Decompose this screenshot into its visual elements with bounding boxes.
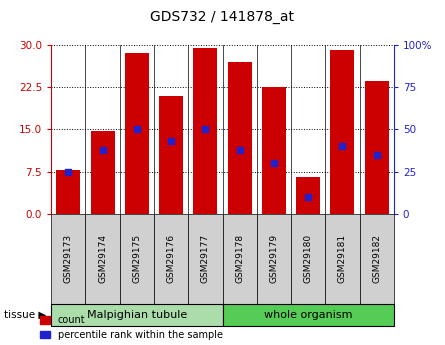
Text: Malpighian tubule: Malpighian tubule xyxy=(87,310,187,320)
Bar xyxy=(57,170,80,214)
Bar xyxy=(296,177,320,214)
Bar xyxy=(222,214,257,304)
Bar xyxy=(222,304,394,326)
Bar xyxy=(85,214,120,304)
Point xyxy=(305,194,312,200)
Point xyxy=(373,152,380,157)
Legend: count, percentile rank within the sample: count, percentile rank within the sample xyxy=(40,315,223,340)
Bar xyxy=(154,214,188,304)
Text: GDS732 / 141878_at: GDS732 / 141878_at xyxy=(150,10,295,24)
Bar xyxy=(331,50,354,214)
Bar xyxy=(291,214,325,304)
Bar xyxy=(325,214,360,304)
Bar xyxy=(91,130,114,214)
Bar xyxy=(188,214,222,304)
Point xyxy=(339,144,346,149)
Text: GSM29176: GSM29176 xyxy=(166,234,176,283)
Text: tissue ▶: tissue ▶ xyxy=(4,310,47,320)
Point xyxy=(236,147,243,152)
Text: GSM29175: GSM29175 xyxy=(132,234,142,283)
Text: GSM29182: GSM29182 xyxy=(372,234,381,283)
Text: GSM29173: GSM29173 xyxy=(64,234,73,283)
Text: GSM29174: GSM29174 xyxy=(98,234,107,283)
Bar xyxy=(51,304,223,326)
Bar xyxy=(262,87,286,214)
Bar xyxy=(194,48,217,214)
Bar xyxy=(120,214,154,304)
Point xyxy=(65,169,72,175)
Bar xyxy=(125,53,149,214)
Bar xyxy=(159,96,183,214)
Point xyxy=(271,160,278,166)
Bar xyxy=(228,62,251,214)
Text: GSM29180: GSM29180 xyxy=(303,234,313,283)
Text: GSM29179: GSM29179 xyxy=(269,234,279,283)
Text: whole organism: whole organism xyxy=(264,310,352,320)
Point xyxy=(168,138,175,144)
Bar xyxy=(51,214,85,304)
Text: GSM29181: GSM29181 xyxy=(338,234,347,283)
Text: GSM29177: GSM29177 xyxy=(201,234,210,283)
Bar xyxy=(365,81,388,214)
Text: GSM29178: GSM29178 xyxy=(235,234,244,283)
Bar xyxy=(257,214,291,304)
Point xyxy=(202,127,209,132)
Point xyxy=(134,127,141,132)
Bar xyxy=(360,214,394,304)
Point xyxy=(99,147,106,152)
